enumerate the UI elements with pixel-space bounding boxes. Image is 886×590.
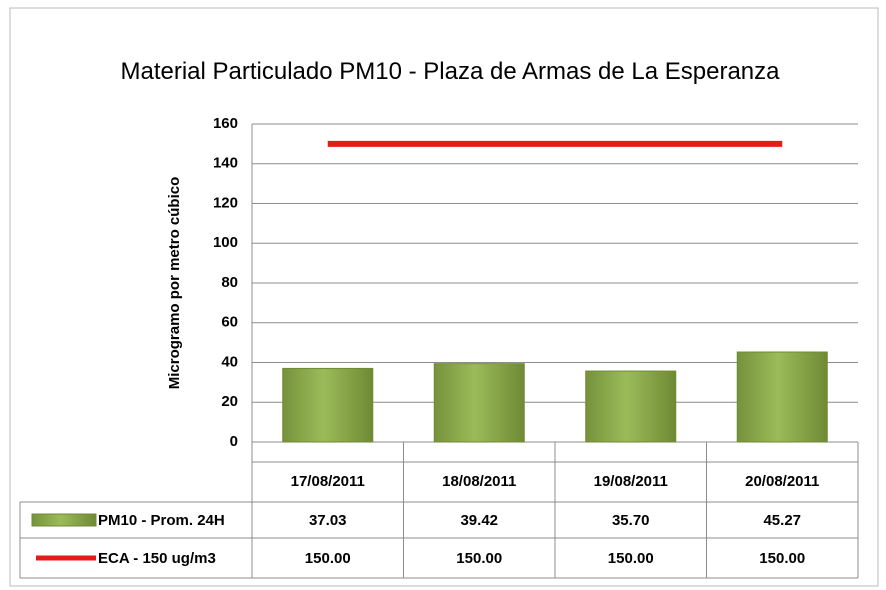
y-tick-label: 40	[221, 353, 238, 370]
data-label: 35.70	[612, 512, 650, 529]
y-tick-label: 80	[221, 274, 238, 291]
data-label: 45.27	[763, 512, 801, 529]
y-tick-label: 100	[213, 234, 238, 251]
legend-label: ECA - 150 ug/m3	[98, 550, 216, 567]
legend-label: PM10 - Prom. 24H	[98, 512, 225, 529]
y-tick-label: 160	[213, 115, 238, 132]
bar	[585, 370, 677, 443]
chart-border	[9, 7, 879, 587]
x-tick-label: 19/08/2011	[594, 473, 668, 490]
y-tick-label: 20	[221, 393, 238, 410]
y-tick-label: 120	[213, 194, 238, 211]
y-tick-label: 0	[230, 433, 238, 450]
data-label: 150.00	[759, 550, 805, 567]
y-axis-label: Microgramo por metro cúbico	[166, 177, 183, 390]
x-tick-label: 20/08/2011	[745, 473, 819, 490]
data-label: 150.00	[608, 550, 654, 567]
y-tick-label: 60	[221, 314, 238, 331]
data-label: 150.00	[305, 550, 351, 567]
data-label: 37.03	[309, 512, 347, 529]
legend-key	[31, 513, 97, 527]
y-tick-label: 140	[213, 155, 238, 172]
x-tick-label: 17/08/2011	[291, 473, 365, 490]
bar	[736, 351, 828, 443]
data-label: 150.00	[456, 550, 502, 567]
bar	[433, 363, 525, 443]
chart-title: Material Particulado PM10 - Plaza de Arm…	[120, 58, 780, 85]
x-tick-label: 18/08/2011	[442, 473, 516, 490]
data-label: 39.42	[460, 512, 498, 529]
bar	[282, 367, 374, 443]
